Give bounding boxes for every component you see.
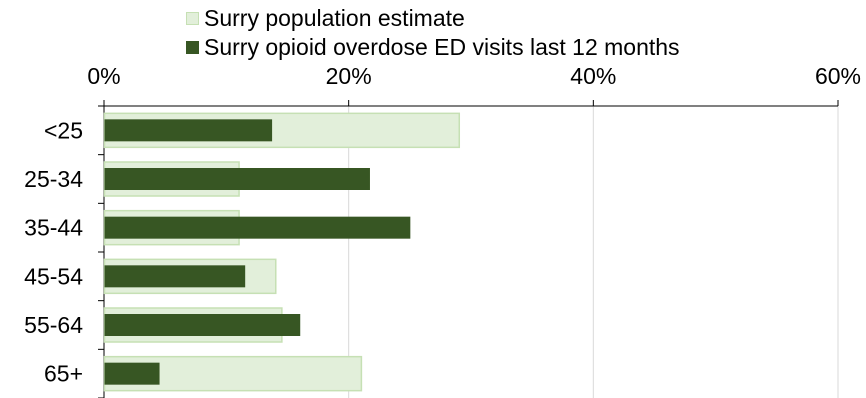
legend-item-ed-visits: Surry opioid overdose ED visits last 12 … [186, 33, 680, 62]
category-label: 25-34 [24, 166, 83, 192]
bar-ed-visits [104, 314, 301, 336]
legend-swatch-ed-visits [186, 41, 199, 54]
category-label: <25 [44, 117, 83, 143]
legend-item-population: Surry population estimate [186, 4, 680, 33]
x-tick-label: 0% [87, 63, 120, 89]
bar-ed-visits [104, 265, 246, 288]
bar-ed-visits [104, 168, 370, 190]
category-label: 65+ [44, 361, 83, 387]
legend-label-ed-visits: Surry opioid overdose ED visits last 12 … [204, 34, 680, 60]
category-label: 35-44 [24, 215, 83, 241]
legend: Surry population estimate Surry opioid o… [186, 4, 680, 62]
legend-label-population: Surry population estimate [204, 5, 465, 31]
legend-swatch-population [186, 12, 199, 25]
bar-ed-visits [104, 216, 411, 239]
category-label: 55-64 [24, 312, 83, 338]
bar-ed-visits [104, 362, 160, 385]
x-tick-label: 20% [326, 63, 372, 89]
x-tick-label: 40% [570, 63, 616, 89]
category-label: 45-54 [24, 263, 83, 289]
x-tick-label: 60% [815, 63, 861, 89]
bar-ed-visits [104, 119, 273, 142]
